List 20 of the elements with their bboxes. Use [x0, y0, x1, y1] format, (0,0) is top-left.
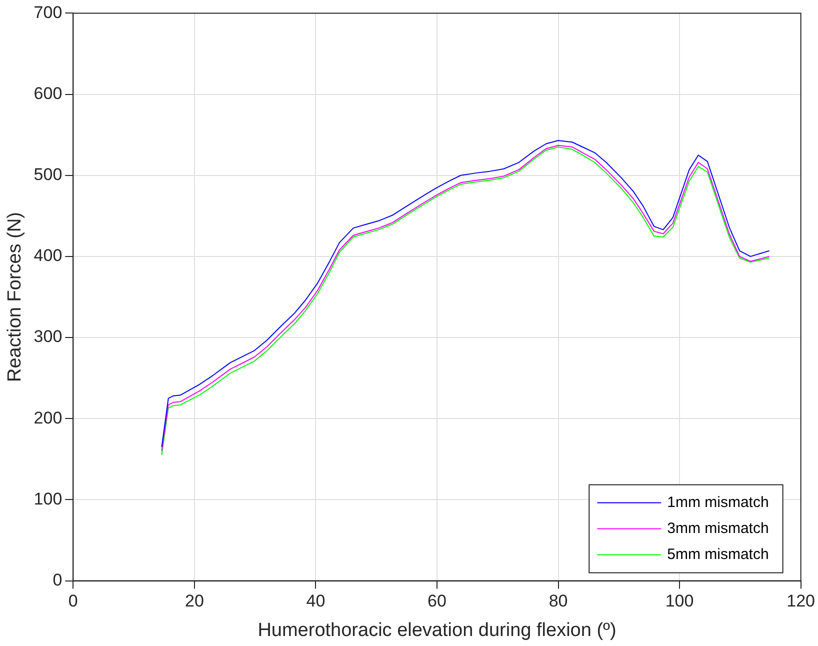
y-tick-label: 0	[52, 570, 62, 590]
x-tick-label: 0	[68, 592, 78, 611]
x-tick-label: 60	[428, 592, 446, 611]
legend-label: 5mm mismatch	[667, 546, 769, 563]
y-tick-label: 400	[34, 246, 62, 266]
x-tick-label: 20	[184, 592, 204, 611]
y-tick-label: 700	[34, 2, 62, 22]
legend-label: 3mm mismatch	[667, 520, 769, 537]
y-axis-title: Reaction Forces (N)	[4, 212, 26, 382]
y-tick-label: 600	[34, 84, 62, 103]
x-tick-label: 120	[786, 592, 816, 611]
y-tick-label: 500	[34, 165, 62, 184]
x-tick-label: 80	[548, 592, 568, 611]
legend-label: 1mm mismatch	[667, 494, 769, 511]
x-tick-label: 100	[665, 592, 694, 611]
y-tick-label: 200	[34, 408, 62, 428]
y-tick-label: 100	[34, 489, 62, 508]
x-tick-label: 40	[306, 592, 326, 611]
y-tick-label: 300	[34, 327, 62, 346]
x-axis-title: Humerothoracic elevation during flexion (º)	[258, 620, 616, 641]
